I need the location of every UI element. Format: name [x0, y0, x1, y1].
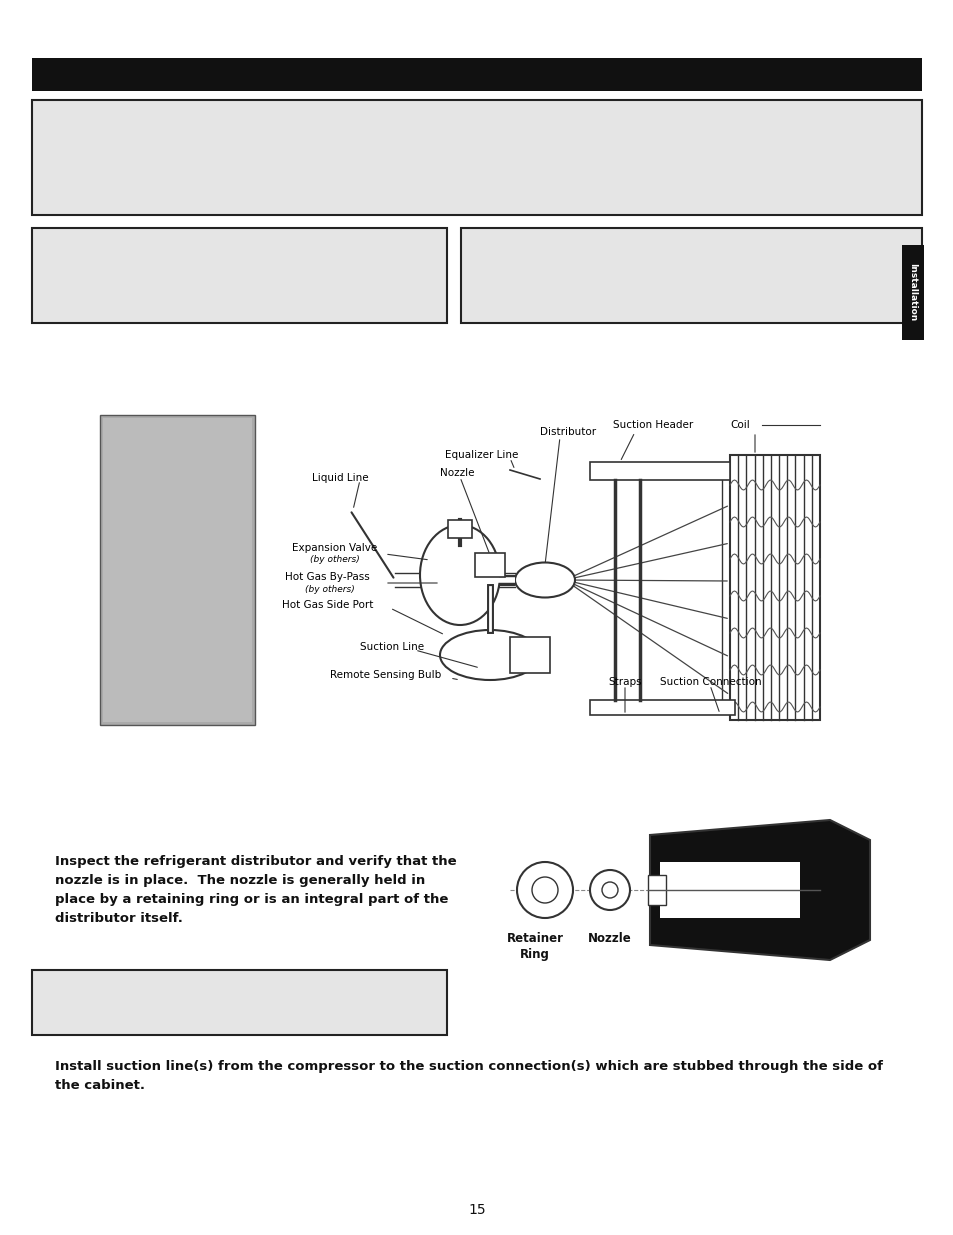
Text: Straps: Straps [607, 677, 641, 687]
Text: Distributor: Distributor [693, 932, 765, 945]
Bar [32, 228, 447, 324]
Bar [100, 415, 254, 725]
Bar [32, 969, 447, 1035]
Text: (by others): (by others) [310, 556, 359, 564]
Bar [510, 637, 550, 673]
Text: Installation: Installation [907, 263, 917, 321]
Ellipse shape [515, 562, 575, 598]
Text: Distributor: Distributor [539, 427, 596, 437]
Text: Suction Connection: Suction Connection [659, 677, 760, 687]
Bar [589, 700, 734, 715]
Bar [659, 862, 800, 918]
Text: Suction Line: Suction Line [359, 642, 424, 652]
Text: Nozzle: Nozzle [587, 932, 631, 945]
Bar [32, 100, 921, 215]
Text: Equalizer Line: Equalizer Line [444, 450, 517, 459]
Bar [729, 454, 820, 720]
Circle shape [589, 869, 629, 910]
Bar [32, 58, 921, 91]
Text: 15: 15 [468, 1203, 485, 1216]
Text: Install suction line(s) from the compressor to the suction connection(s) which a: Install suction line(s) from the compres… [55, 1060, 882, 1092]
Circle shape [532, 877, 558, 903]
Bar [589, 462, 729, 480]
Text: (by others): (by others) [305, 584, 355, 594]
Circle shape [517, 862, 573, 918]
Text: Hot Gas Side Port: Hot Gas Side Port [282, 600, 373, 610]
Text: Expansion Valve: Expansion Valve [292, 543, 376, 553]
Bar [647, 876, 665, 905]
Ellipse shape [419, 525, 499, 625]
Text: Liquid Line: Liquid Line [312, 473, 368, 483]
Text: Remote Sensing Bulb: Remote Sensing Bulb [330, 671, 441, 680]
Circle shape [601, 882, 618, 898]
Ellipse shape [439, 630, 539, 680]
Bar [103, 417, 252, 722]
Bar [901, 245, 923, 340]
Text: Suction Header: Suction Header [613, 420, 693, 430]
Bar [475, 553, 504, 577]
Bar [460, 228, 921, 324]
Text: Inspect the refrigerant distributor and verify that the
nozzle is in place.  The: Inspect the refrigerant distributor and … [55, 855, 456, 925]
Polygon shape [649, 820, 869, 960]
Text: Nozzle: Nozzle [439, 468, 474, 478]
Text: Retainer
Ring: Retainer Ring [506, 932, 563, 961]
Text: Coil: Coil [729, 420, 749, 430]
Bar [448, 520, 472, 538]
Text: Hot Gas By-Pass: Hot Gas By-Pass [285, 572, 370, 582]
